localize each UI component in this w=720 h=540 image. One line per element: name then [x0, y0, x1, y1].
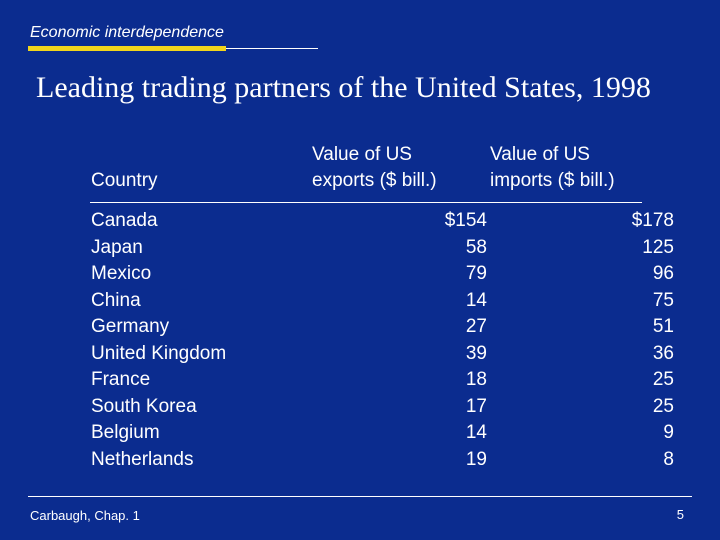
section-underline-accent	[28, 46, 226, 51]
exports-cell: 19	[465, 448, 487, 470]
table-row: Canada $154 $178	[90, 208, 674, 235]
page-number: 5	[676, 507, 684, 522]
table-row: Germany 27 51	[90, 314, 674, 341]
section-underline-rule	[226, 48, 318, 49]
country-cell: Canada	[91, 210, 158, 231]
imports-cell: 51	[652, 316, 674, 337]
imports-cell: $178	[631, 210, 674, 231]
exports-cell: 18	[465, 369, 487, 390]
imports-cell: 96	[652, 263, 674, 284]
imports-cell: 25	[652, 395, 674, 417]
table-row: Japan 58 125	[90, 235, 674, 262]
exports-cell: 14	[465, 422, 487, 443]
imports-cell: 75	[652, 289, 674, 311]
imports-cell: 36	[652, 342, 674, 364]
exports-cell: 14	[465, 289, 487, 311]
country-cell: South Korea	[91, 395, 197, 417]
slide-title: Leading trading partners of the United S…	[36, 71, 651, 104]
country-cell: Netherlands	[91, 448, 194, 470]
section-label: Economic interdependence	[30, 24, 224, 41]
imports-cell: 8	[663, 448, 674, 470]
table-row: Mexico 79 96	[90, 261, 674, 288]
exports-cell: 58	[465, 236, 487, 258]
footer-rule	[28, 496, 692, 497]
table-row: South Korea 17 25	[90, 394, 674, 421]
table-row: Belgium 14 9	[90, 420, 674, 447]
table-row: China 14 75	[90, 288, 674, 315]
column-header-country: Country	[91, 170, 158, 191]
country-cell: France	[91, 369, 151, 390]
exports-cell: 39	[465, 342, 487, 364]
imports-cell: 125	[642, 236, 674, 258]
exports-cell: 79	[465, 263, 487, 284]
exports-cell: $154	[444, 210, 487, 231]
country-cell: Mexico	[91, 263, 152, 284]
country-cell: Belgium	[91, 422, 160, 443]
imports-cell: 25	[652, 369, 674, 390]
exports-cell: 17	[465, 395, 487, 417]
country-cell: Japan	[91, 236, 143, 258]
country-cell: China	[91, 289, 141, 311]
data-table: Canada $154 $178 Japan 58 125 Mexico 79 …	[90, 208, 674, 474]
table-row: United Kingdom 39 36	[90, 341, 674, 368]
column-header-imports: Value of US imports ($ bill.)	[490, 144, 615, 191]
country-cell: Germany	[91, 316, 170, 337]
table-row: Netherlands 19 8	[90, 447, 674, 474]
table-header-rule	[90, 202, 642, 203]
table-row: France 18 25	[90, 367, 674, 394]
column-header-exports: Value of US exports ($ bill.)	[312, 144, 437, 191]
footer-source: Carbaugh, Chap. 1	[30, 508, 140, 523]
exports-cell: 27	[465, 316, 487, 337]
imports-cell: 9	[663, 422, 674, 443]
country-cell: United Kingdom	[91, 342, 227, 364]
